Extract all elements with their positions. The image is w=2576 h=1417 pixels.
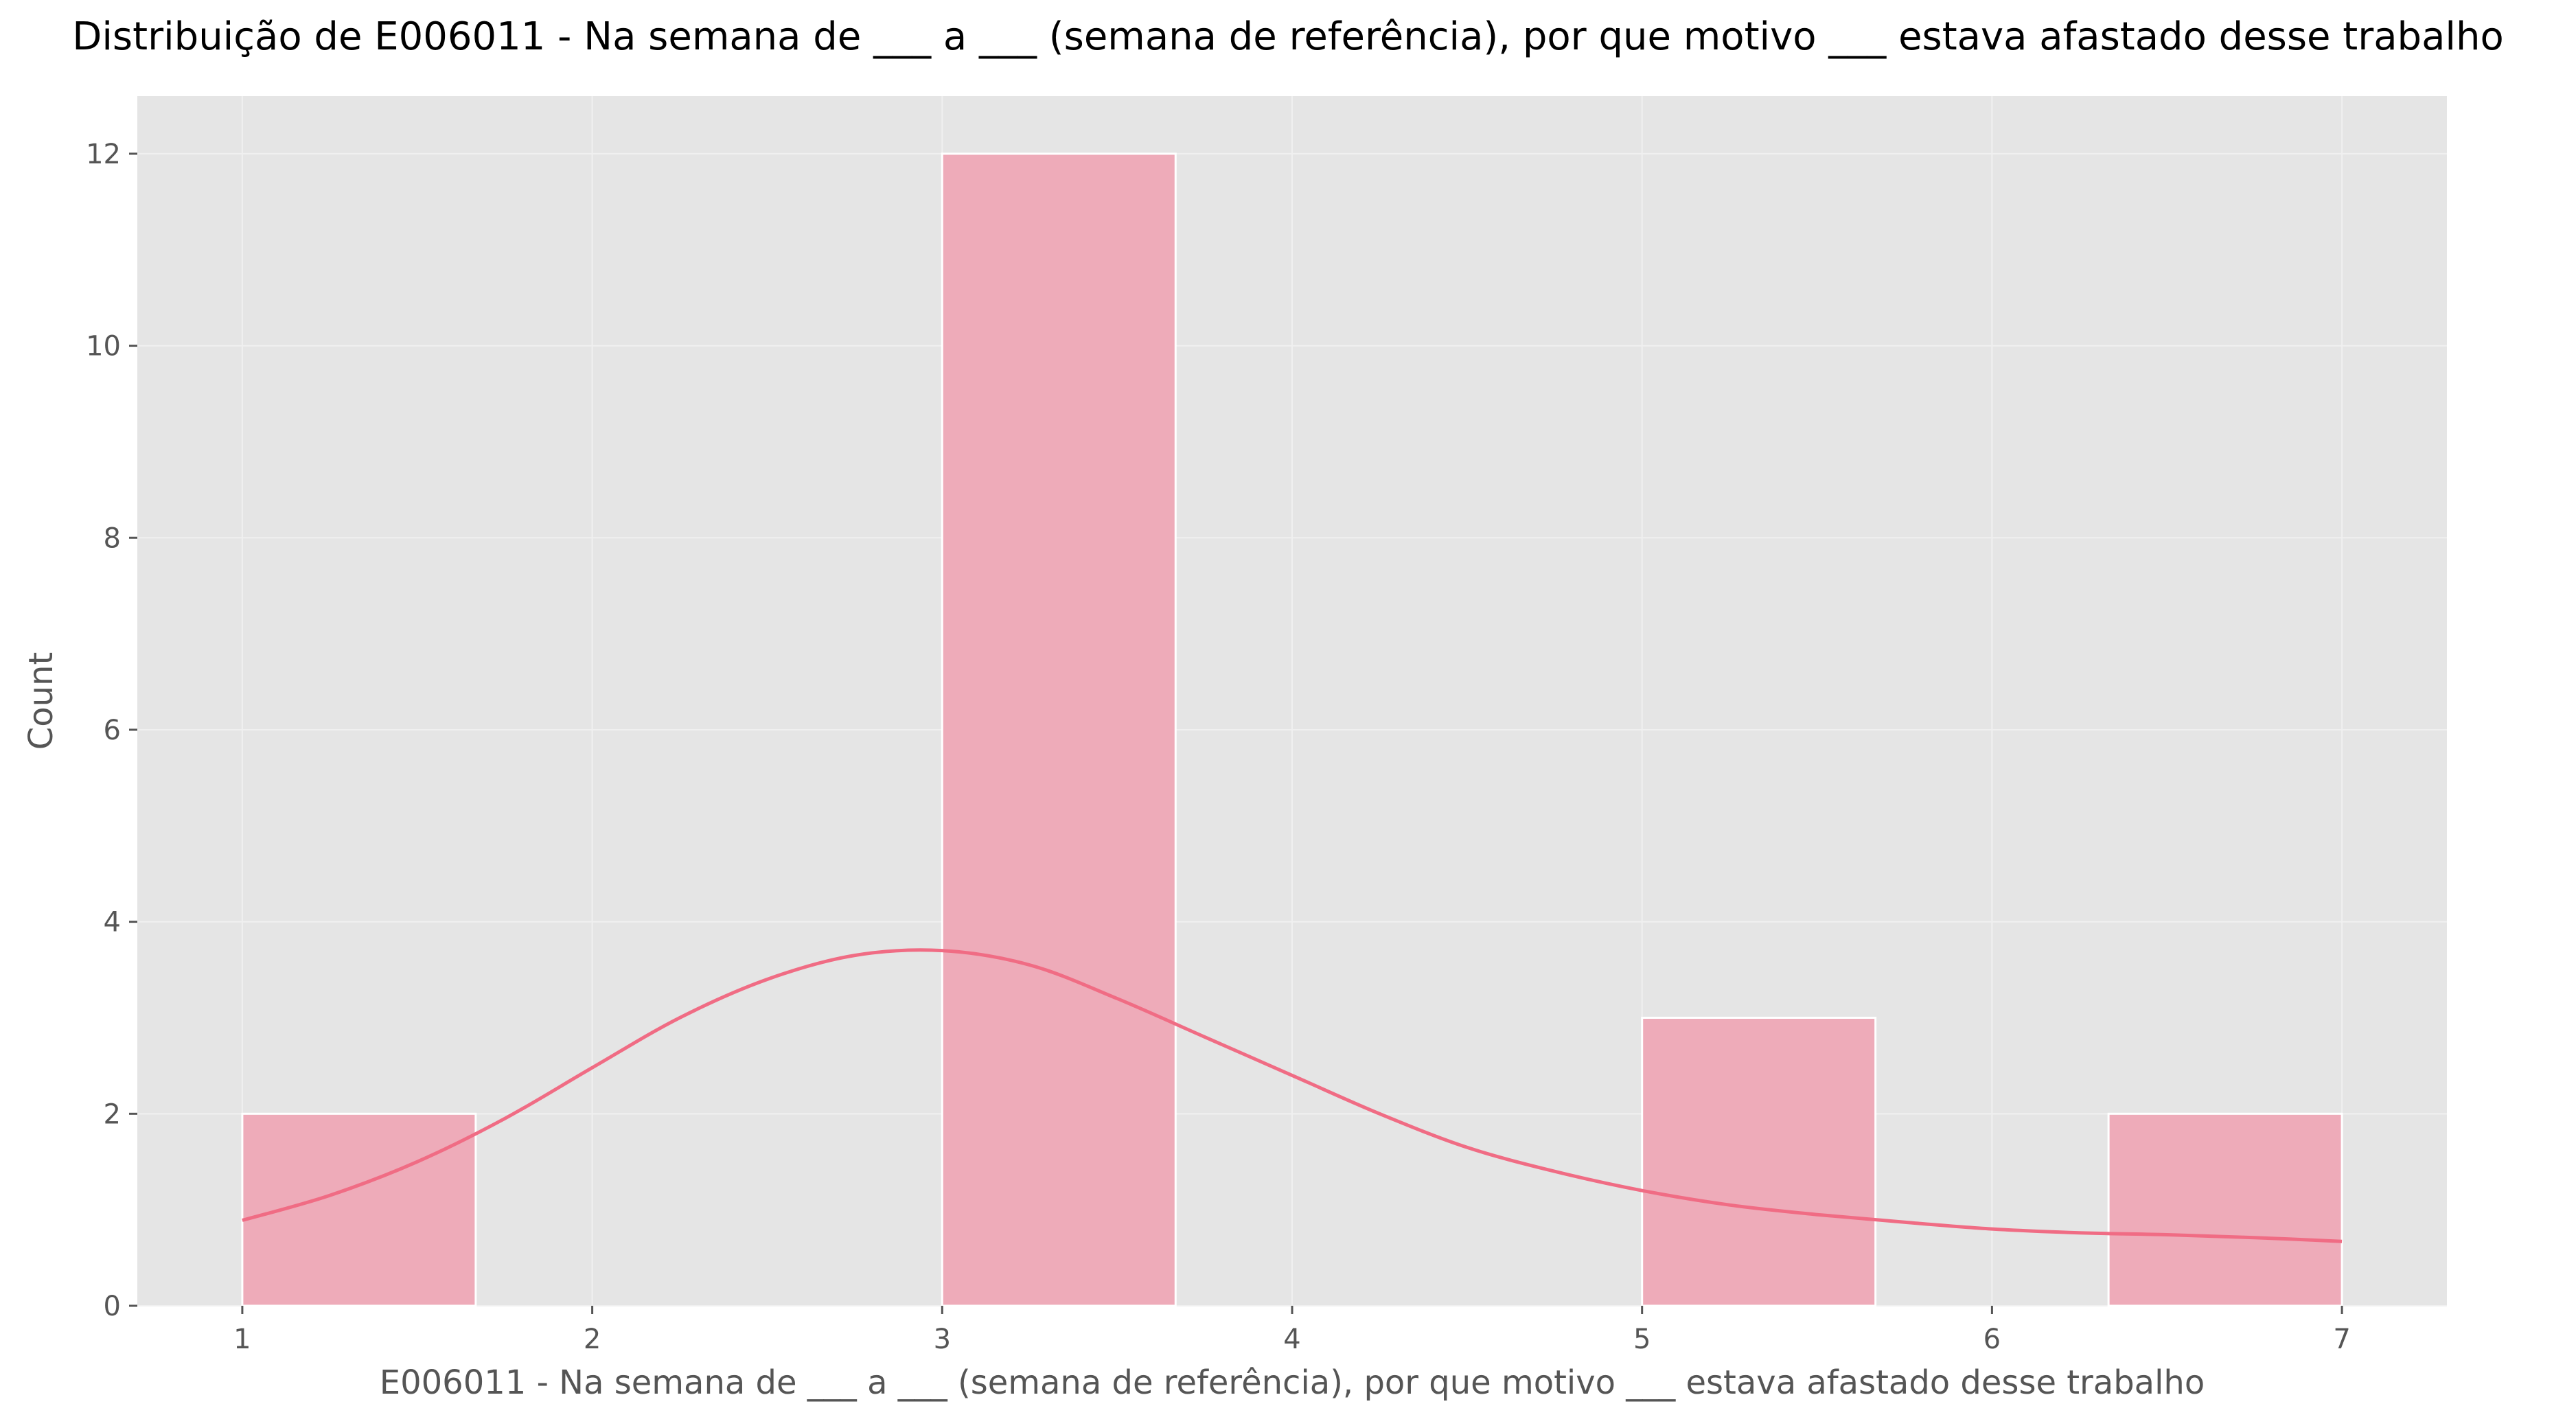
- x-tick-label: 1: [233, 1324, 251, 1355]
- kde-curve: [242, 948, 2343, 1243]
- y-tick-label: 4: [104, 907, 121, 938]
- x-tick-label: 5: [1633, 1324, 1651, 1355]
- histogram-bar: [1641, 1016, 1877, 1307]
- y-tick-label: 2: [104, 1098, 121, 1130]
- x-tick-label: 7: [2333, 1324, 2350, 1355]
- y-tick-label: 6: [104, 715, 121, 746]
- x-tick-label: 3: [934, 1324, 951, 1355]
- x-tick-label: 4: [1283, 1324, 1300, 1355]
- histogram-bars: [241, 152, 2343, 1307]
- x-tick-label: 6: [1983, 1324, 2001, 1355]
- y-axis-label: Count: [22, 652, 60, 750]
- x-tick-label: 2: [584, 1324, 601, 1355]
- histogram-bar: [2107, 1112, 2343, 1307]
- y-tick-label: 10: [86, 331, 121, 362]
- histogram-bar: [941, 152, 1177, 1307]
- x-axis-label: E006011 - Na semana de ___ a ___ (semana…: [380, 1363, 2205, 1402]
- y-tick-label: 0: [104, 1291, 121, 1322]
- y-tick-label: 12: [86, 139, 121, 170]
- y-tick-label: 8: [104, 522, 121, 554]
- chart-title: Distribuição de E006011 - Na semana de _…: [72, 14, 2503, 59]
